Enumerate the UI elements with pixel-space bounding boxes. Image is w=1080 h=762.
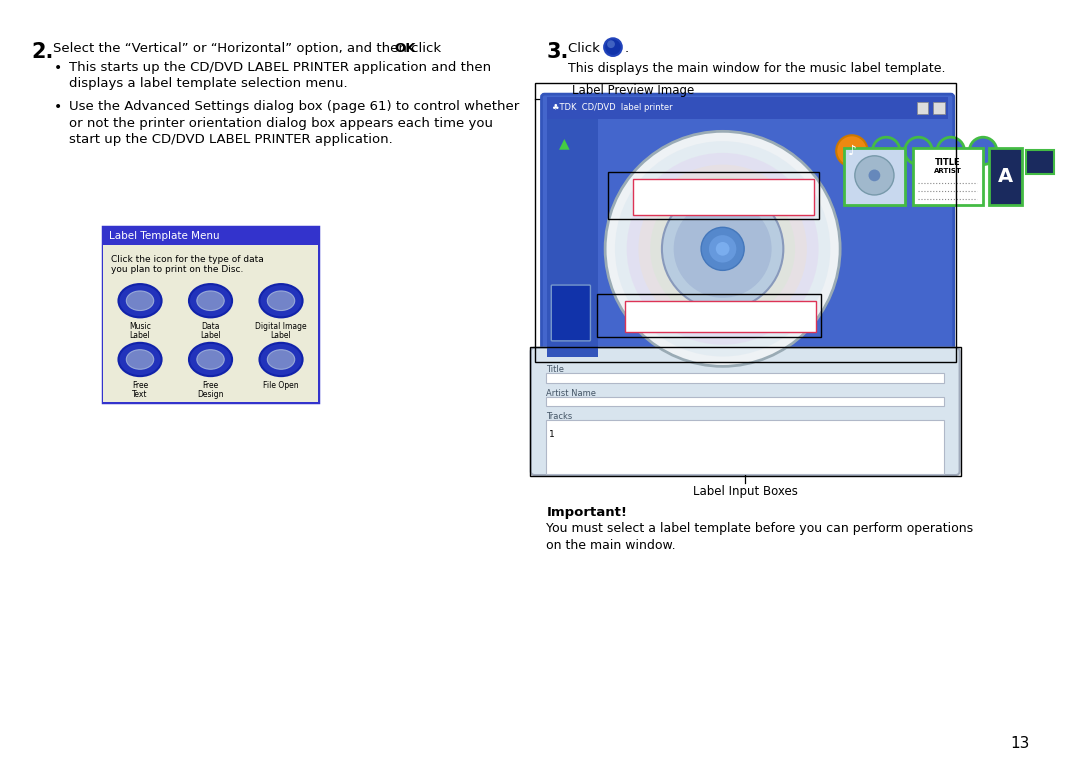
Ellipse shape (189, 284, 232, 318)
Bar (535, 83, 956, 363)
Circle shape (604, 38, 622, 56)
Bar (529, 347, 960, 476)
Text: Label Input Boxes: Label Input Boxes (692, 485, 798, 498)
Text: You must select a label template before you can perform operations: You must select a label template before … (546, 522, 973, 535)
Circle shape (716, 242, 729, 256)
Bar (633, 179, 813, 215)
Text: ▲: ▲ (559, 136, 570, 150)
Text: 1: 1 (550, 430, 555, 439)
Text: Click the icon for the type of data: Click the icon for the type of data (110, 255, 264, 264)
Ellipse shape (189, 343, 232, 376)
Circle shape (626, 153, 819, 344)
Bar (933, 102, 945, 114)
Text: File Open: File Open (264, 381, 299, 390)
Bar (913, 148, 983, 205)
Text: 13: 13 (1011, 736, 1030, 751)
Text: This starts up the CD/DVD LABEL PRINTER application and then: This starts up the CD/DVD LABEL PRINTER … (68, 61, 490, 74)
Bar (1026, 150, 1054, 174)
Text: you plan to print on the Disc.: you plan to print on the Disc. (110, 264, 243, 274)
Circle shape (937, 137, 964, 165)
Text: on the main window.: on the main window. (546, 539, 676, 552)
Text: A: A (998, 167, 1013, 186)
Ellipse shape (259, 284, 302, 318)
Text: 2.: 2. (31, 42, 54, 62)
Bar (608, 172, 819, 219)
Text: displays a label template selection menu.: displays a label template selection menu… (68, 78, 347, 91)
Text: start up the CD/DVD LABEL PRINTER application.: start up the CD/DVD LABEL PRINTER applic… (68, 133, 392, 146)
Text: Label Preview Image: Label Preview Image (571, 84, 694, 97)
FancyBboxPatch shape (541, 94, 954, 363)
FancyBboxPatch shape (530, 347, 960, 475)
Bar (548, 119, 598, 357)
Circle shape (674, 200, 771, 298)
Text: Text: Text (132, 390, 148, 399)
Circle shape (615, 141, 831, 357)
Circle shape (607, 40, 615, 48)
Text: Label: Label (130, 331, 150, 340)
Circle shape (836, 135, 867, 167)
Bar (597, 294, 821, 337)
Circle shape (873, 137, 900, 165)
Ellipse shape (259, 343, 302, 376)
Ellipse shape (126, 350, 153, 370)
Text: Free: Free (202, 381, 218, 390)
Text: Music: Music (130, 322, 151, 331)
Text: Title: Title (546, 365, 565, 374)
Text: 3.: 3. (546, 42, 569, 62)
Bar (624, 301, 815, 332)
Text: Label: Label (200, 331, 221, 340)
Ellipse shape (197, 350, 225, 370)
Circle shape (905, 137, 932, 165)
Ellipse shape (119, 284, 162, 318)
Circle shape (855, 155, 894, 195)
Text: .: . (624, 42, 629, 55)
Text: TITLE: TITLE (935, 158, 960, 167)
Text: •: • (54, 61, 63, 75)
Bar (103, 227, 319, 245)
FancyBboxPatch shape (551, 285, 591, 341)
Text: ♪: ♪ (848, 144, 856, 158)
Circle shape (605, 131, 840, 367)
Text: ♣TDK  CD/DVD  label printer: ♣TDK CD/DVD label printer (552, 104, 673, 112)
Circle shape (970, 137, 997, 165)
Text: Design: Design (198, 390, 224, 399)
Text: •: • (54, 100, 63, 114)
Ellipse shape (126, 291, 153, 311)
Bar (546, 397, 944, 406)
Circle shape (650, 176, 795, 322)
Circle shape (708, 235, 737, 263)
Text: or not the printer orientation dialog box appears each time you: or not the printer orientation dialog bo… (68, 117, 492, 130)
Circle shape (701, 227, 744, 271)
Text: ARTIST: ARTIST (934, 168, 962, 174)
Ellipse shape (119, 343, 162, 376)
Bar (989, 148, 1023, 205)
Text: Tracks: Tracks (546, 412, 572, 421)
Text: OK: OK (394, 42, 416, 55)
Bar (103, 245, 319, 402)
Bar (917, 102, 929, 114)
Circle shape (662, 188, 783, 309)
Ellipse shape (197, 291, 225, 311)
Circle shape (638, 165, 807, 333)
Circle shape (868, 169, 880, 181)
Text: Free: Free (132, 381, 148, 390)
Text: Label: Label (271, 331, 292, 340)
Ellipse shape (268, 350, 295, 370)
Bar (548, 97, 948, 119)
Text: Important!: Important! (546, 507, 627, 520)
Text: Click: Click (568, 42, 604, 55)
Text: Label Template Menu: Label Template Menu (109, 231, 219, 241)
Text: Digital Image: Digital Image (255, 322, 307, 331)
Text: Use the Advanced Settings dialog box (page 61) to control whether: Use the Advanced Settings dialog box (pa… (68, 100, 518, 113)
Bar (845, 148, 905, 205)
Bar (546, 420, 944, 474)
Text: Select the “Vertical” or “Horizontal” option, and then click: Select the “Vertical” or “Horizontal” op… (53, 42, 445, 55)
Ellipse shape (268, 291, 295, 311)
Bar (546, 373, 944, 383)
Text: Data: Data (201, 322, 219, 331)
Text: Artist Name: Artist Name (546, 389, 596, 398)
Text: This displays the main window for the music label template.: This displays the main window for the mu… (568, 62, 945, 75)
Bar (103, 227, 319, 402)
